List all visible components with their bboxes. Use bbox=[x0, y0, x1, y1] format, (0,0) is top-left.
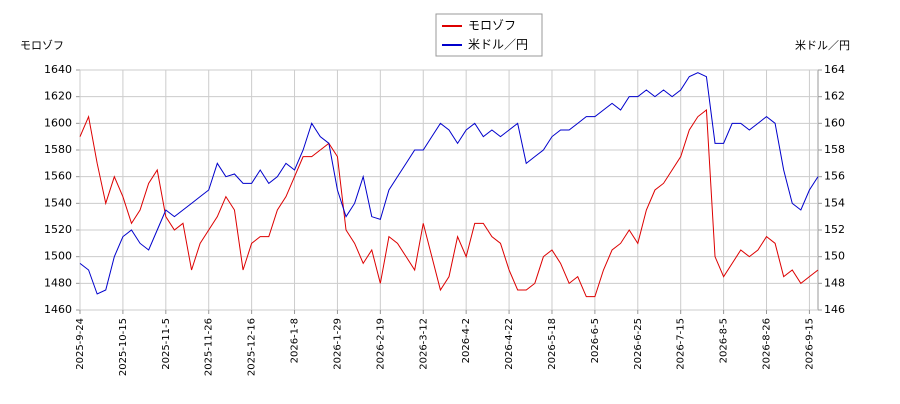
x-tick-label: 2026-6-25 bbox=[633, 318, 644, 370]
x-tick-label: 2026-7-15 bbox=[676, 318, 687, 370]
y2-tick-label: 148 bbox=[824, 276, 845, 289]
y2-tick-label: 154 bbox=[824, 196, 845, 209]
x-tick-label: 2026-1-8 bbox=[290, 318, 301, 363]
y-tick-label: 1480 bbox=[44, 276, 72, 289]
plot-area bbox=[79, 69, 819, 311]
x-tick-label: 2026-8-5 bbox=[719, 318, 730, 363]
y2-tick-label: 158 bbox=[824, 143, 845, 156]
x-tick-label: 2026-8-26 bbox=[762, 318, 773, 370]
x-tick-label: 2026-2-19 bbox=[375, 318, 386, 370]
y-tick-label: 1500 bbox=[44, 250, 72, 263]
y2-tick-label: 164 bbox=[824, 63, 845, 76]
y-tick-label: 1560 bbox=[44, 170, 72, 183]
y-tick-label: 1580 bbox=[44, 143, 72, 156]
y2-tick-label: 150 bbox=[824, 250, 845, 263]
y-tick-label: 1620 bbox=[44, 90, 72, 103]
y-tick-label: 1460 bbox=[44, 303, 72, 316]
y-tick-label: 1640 bbox=[44, 63, 72, 76]
series-line bbox=[79, 72, 819, 295]
x-tick-label: 2026-4-2 bbox=[461, 318, 472, 363]
y2-axis-label: 米ドル／円 bbox=[795, 39, 850, 52]
x-tick-label: 2026-1-29 bbox=[332, 318, 343, 370]
y2-tick-label: 156 bbox=[824, 170, 845, 183]
y-axis-label: モロゾフ bbox=[20, 39, 64, 52]
legend-label: 米ドル／円 bbox=[468, 38, 528, 52]
x-tick-label: 2026-9-15 bbox=[804, 318, 815, 370]
x-tick-label: 2026-3-12 bbox=[418, 318, 429, 370]
x-tick-label: 2025-9-24 bbox=[75, 318, 86, 370]
legend-label: モロゾフ bbox=[468, 19, 516, 33]
y-tick-label: 1520 bbox=[44, 223, 72, 236]
legend-box bbox=[435, 13, 543, 57]
x-tick-label: 2026-4-22 bbox=[504, 318, 515, 370]
x-tick-label: 2026-6-5 bbox=[590, 318, 601, 363]
y2-tick-label: 160 bbox=[824, 116, 845, 129]
y2-tick-label: 146 bbox=[824, 303, 845, 316]
x-tick-label: 2025-11-26 bbox=[204, 318, 215, 376]
x-tick-label: 2025-12-16 bbox=[247, 318, 258, 376]
y2-tick-label: 152 bbox=[824, 223, 845, 236]
series-line bbox=[79, 109, 819, 298]
x-tick-label: 2025-10-15 bbox=[118, 318, 129, 376]
y-tick-label: 1540 bbox=[44, 196, 72, 209]
y-tick-label: 1600 bbox=[44, 116, 72, 129]
y2-tick-label: 162 bbox=[824, 90, 845, 103]
x-tick-label: 2026-5-18 bbox=[547, 318, 558, 370]
x-tick-label: 2025-11-5 bbox=[161, 318, 172, 370]
